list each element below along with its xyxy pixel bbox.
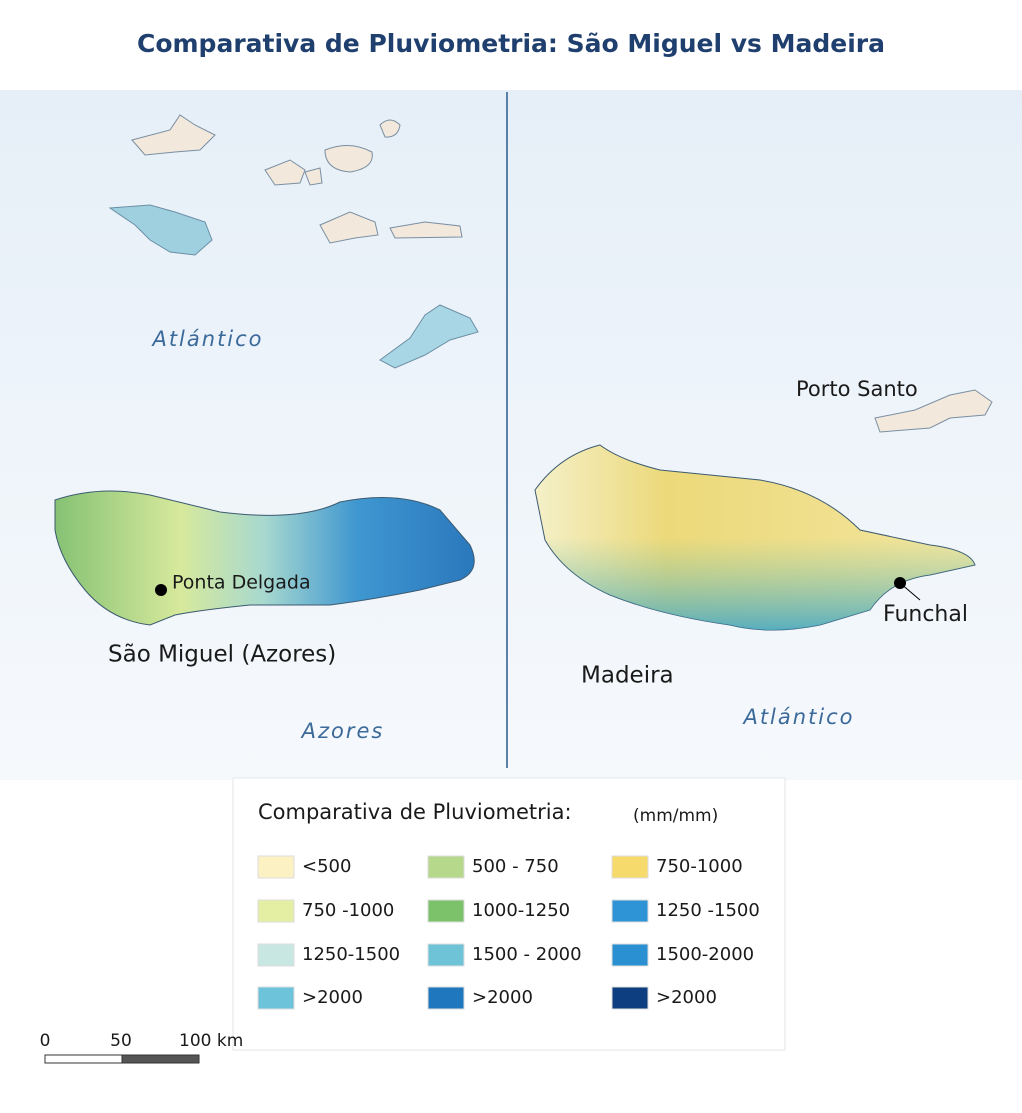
legend-label: 1000-1250 (472, 900, 570, 921)
legend-swatch (257, 855, 295, 879)
legend-swatch (257, 986, 295, 1010)
legend-swatch (611, 899, 649, 923)
island-label: Porto Santo (796, 377, 918, 401)
scale-label: 50 (110, 1031, 132, 1051)
city-label: Funchal (883, 602, 968, 627)
legend-swatch (257, 899, 295, 923)
madeira-island (534, 444, 976, 631)
city-dot (155, 584, 167, 596)
legend-swatch (427, 899, 465, 923)
legend-unit: (mm/mm) (633, 806, 718, 826)
title: Comparativa de Pluviometria: São Miguel … (137, 29, 885, 58)
legend-label: 1500-2000 (656, 944, 754, 965)
legend-swatch (427, 855, 465, 879)
island-label: São Miguel (Azores) (108, 642, 336, 668)
legend-label: 1250-1500 (302, 944, 400, 965)
legend-swatch (427, 943, 465, 967)
sea (0, 90, 1022, 780)
sea-label: Atlántico (741, 705, 854, 729)
legend-items: <500 500 - 750 750-1000 750 -1000 1000-1250 1… (257, 855, 760, 1010)
scale-label: 100 km (179, 1031, 243, 1051)
legend-label: 750-1000 (656, 856, 743, 877)
legend-swatch (427, 986, 465, 1010)
legend-label: 1500 - 2000 (472, 944, 582, 965)
legend-swatch (611, 986, 649, 1010)
legend-title: Comparativa de Pluviometria: (258, 800, 572, 824)
legend-swatch (611, 855, 649, 879)
legend-swatch (257, 943, 295, 967)
legend-box (232, 777, 786, 1051)
leader-line (899, 582, 921, 601)
scale-label: 0 (40, 1031, 51, 1051)
legend-label: <500 (302, 856, 351, 877)
legend-swatch (611, 943, 649, 967)
island-label: Madeira (581, 663, 674, 689)
scale-bar (44, 1054, 200, 1064)
porto-santo-island (874, 389, 993, 433)
legend-label: >2000 (656, 987, 717, 1008)
legend-label: 1250 -1500 (656, 900, 760, 921)
city-label: Ponta Delgada (172, 572, 311, 594)
azores-islands (108, 114, 479, 369)
sea-label: Atlántico (150, 327, 263, 351)
sea-label: Azores (300, 719, 385, 743)
legend-label: >2000 (472, 987, 533, 1008)
legend-label: 500 - 750 (472, 856, 559, 877)
legend-label: 750 -1000 (302, 900, 394, 921)
legend-label: >2000 (302, 987, 363, 1008)
